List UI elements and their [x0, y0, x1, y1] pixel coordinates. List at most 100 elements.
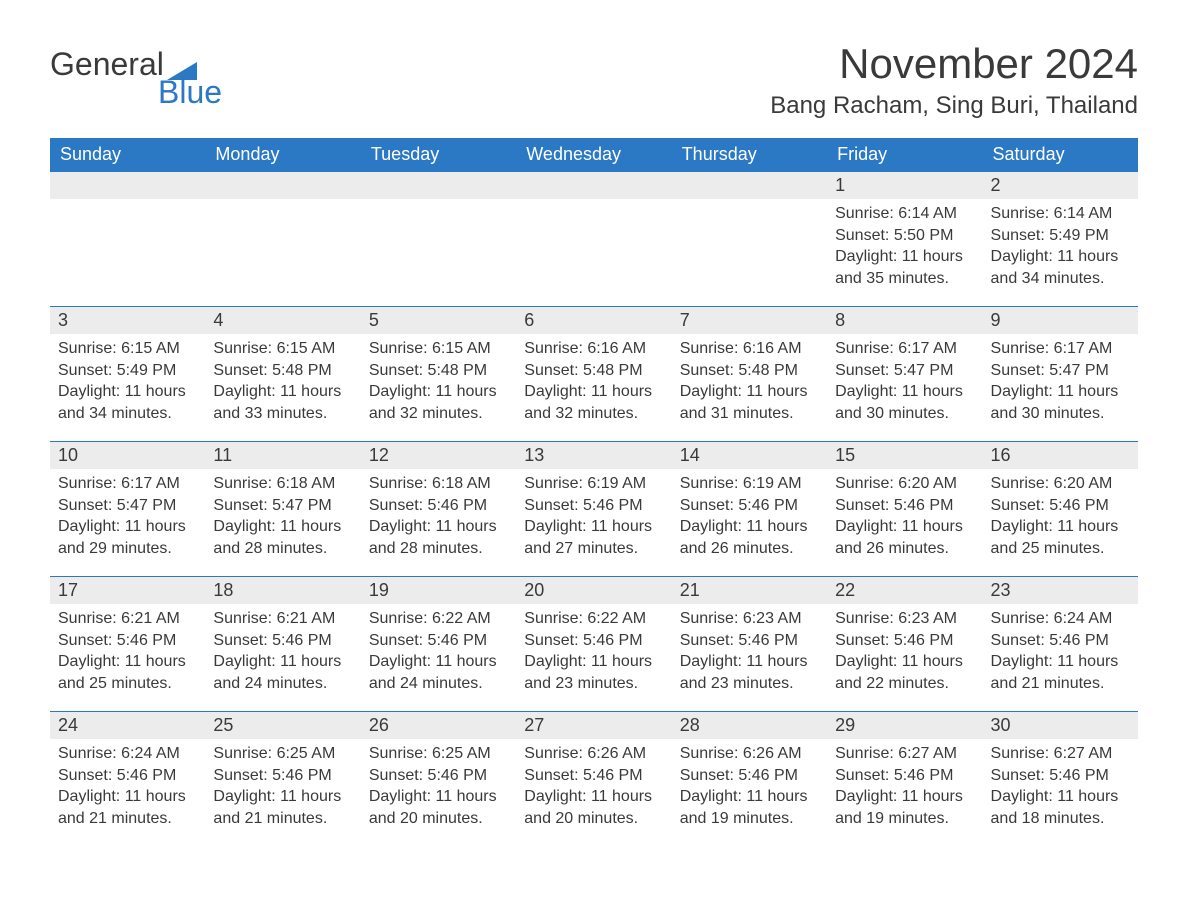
day-details: Sunrise: 6:23 AMSunset: 5:46 PMDaylight:…: [827, 604, 982, 700]
day-number-empty: [205, 171, 360, 199]
daylight-line: Daylight: 11 hours and 21 minutes.: [58, 786, 197, 829]
daylight-line: Daylight: 11 hours and 22 minutes.: [835, 651, 974, 694]
daylight-line: Daylight: 11 hours and 26 minutes.: [680, 516, 819, 559]
sunset-line: Sunset: 5:48 PM: [524, 360, 663, 382]
day-number-empty: [672, 171, 827, 199]
sunrise-line: Sunrise: 6:25 AM: [213, 743, 352, 765]
sunset-line: Sunset: 5:49 PM: [58, 360, 197, 382]
sunrise-line: Sunrise: 6:24 AM: [58, 743, 197, 765]
day-details: Sunrise: 6:14 AMSunset: 5:50 PMDaylight:…: [827, 199, 982, 295]
day-details: Sunrise: 6:24 AMSunset: 5:46 PMDaylight:…: [983, 604, 1138, 700]
day-details: Sunrise: 6:14 AMSunset: 5:49 PMDaylight:…: [983, 199, 1138, 295]
calendar-day-cell: 4Sunrise: 6:15 AMSunset: 5:48 PMDaylight…: [205, 306, 360, 441]
sunset-line: Sunset: 5:48 PM: [680, 360, 819, 382]
daylight-line: Daylight: 11 hours and 34 minutes.: [58, 381, 197, 424]
daylight-line: Daylight: 11 hours and 32 minutes.: [524, 381, 663, 424]
day-number: 10: [50, 441, 205, 469]
day-details: Sunrise: 6:21 AMSunset: 5:46 PMDaylight:…: [205, 604, 360, 700]
sunset-line: Sunset: 5:46 PM: [524, 495, 663, 517]
daylight-line: Daylight: 11 hours and 33 minutes.: [213, 381, 352, 424]
daylight-line: Daylight: 11 hours and 21 minutes.: [991, 651, 1130, 694]
day-number: 3: [50, 306, 205, 334]
calendar-day-cell: 16Sunrise: 6:20 AMSunset: 5:46 PMDayligh…: [983, 441, 1138, 576]
day-number: 26: [361, 711, 516, 739]
calendar-day-cell: 1Sunrise: 6:14 AMSunset: 5:50 PMDaylight…: [827, 171, 982, 306]
sunrise-line: Sunrise: 6:26 AM: [524, 743, 663, 765]
sunset-line: Sunset: 5:46 PM: [680, 495, 819, 517]
calendar-day-cell: 29Sunrise: 6:27 AMSunset: 5:46 PMDayligh…: [827, 711, 982, 846]
day-details: Sunrise: 6:26 AMSunset: 5:46 PMDaylight:…: [672, 739, 827, 835]
sunrise-line: Sunrise: 6:24 AM: [991, 608, 1130, 630]
day-number: 16: [983, 441, 1138, 469]
page-title: November 2024: [770, 40, 1138, 88]
weekday-header: Wednesday: [516, 138, 671, 171]
daylight-line: Daylight: 11 hours and 34 minutes.: [991, 246, 1130, 289]
sunset-line: Sunset: 5:46 PM: [58, 630, 197, 652]
day-number: 4: [205, 306, 360, 334]
calendar-day-cell: 14Sunrise: 6:19 AMSunset: 5:46 PMDayligh…: [672, 441, 827, 576]
daylight-line: Daylight: 11 hours and 30 minutes.: [991, 381, 1130, 424]
day-details: Sunrise: 6:25 AMSunset: 5:46 PMDaylight:…: [205, 739, 360, 835]
sunset-line: Sunset: 5:46 PM: [369, 495, 508, 517]
daylight-line: Daylight: 11 hours and 35 minutes.: [835, 246, 974, 289]
sunset-line: Sunset: 5:46 PM: [835, 630, 974, 652]
day-details: Sunrise: 6:17 AMSunset: 5:47 PMDaylight:…: [983, 334, 1138, 430]
day-details: Sunrise: 6:18 AMSunset: 5:46 PMDaylight:…: [361, 469, 516, 565]
sunset-line: Sunset: 5:46 PM: [213, 630, 352, 652]
calendar-day-cell: [516, 171, 671, 306]
calendar-day-cell: 10Sunrise: 6:17 AMSunset: 5:47 PMDayligh…: [50, 441, 205, 576]
calendar-day-cell: [361, 171, 516, 306]
weekday-header: Saturday: [983, 138, 1138, 171]
calendar-day-cell: 8Sunrise: 6:17 AMSunset: 5:47 PMDaylight…: [827, 306, 982, 441]
day-number: 9: [983, 306, 1138, 334]
weekday-header: Tuesday: [361, 138, 516, 171]
calendar-day-cell: [50, 171, 205, 306]
sunset-line: Sunset: 5:46 PM: [991, 495, 1130, 517]
sunset-line: Sunset: 5:46 PM: [524, 765, 663, 787]
sunrise-line: Sunrise: 6:17 AM: [835, 338, 974, 360]
calendar-day-cell: 30Sunrise: 6:27 AMSunset: 5:46 PMDayligh…: [983, 711, 1138, 846]
daylight-line: Daylight: 11 hours and 27 minutes.: [524, 516, 663, 559]
calendar-day-cell: 9Sunrise: 6:17 AMSunset: 5:47 PMDaylight…: [983, 306, 1138, 441]
day-number-empty: [361, 171, 516, 199]
calendar-day-cell: [672, 171, 827, 306]
calendar-day-cell: 11Sunrise: 6:18 AMSunset: 5:47 PMDayligh…: [205, 441, 360, 576]
calendar-week-row: 1Sunrise: 6:14 AMSunset: 5:50 PMDaylight…: [50, 171, 1138, 306]
day-number: 2: [983, 171, 1138, 199]
sunset-line: Sunset: 5:47 PM: [991, 360, 1130, 382]
day-number: 20: [516, 576, 671, 604]
sunrise-line: Sunrise: 6:19 AM: [524, 473, 663, 495]
day-details: Sunrise: 6:15 AMSunset: 5:49 PMDaylight:…: [50, 334, 205, 430]
day-number: 21: [672, 576, 827, 604]
sunrise-line: Sunrise: 6:19 AM: [680, 473, 819, 495]
daylight-line: Daylight: 11 hours and 28 minutes.: [213, 516, 352, 559]
calendar-day-cell: 27Sunrise: 6:26 AMSunset: 5:46 PMDayligh…: [516, 711, 671, 846]
calendar-week-row: 24Sunrise: 6:24 AMSunset: 5:46 PMDayligh…: [50, 711, 1138, 846]
day-number: 29: [827, 711, 982, 739]
daylight-line: Daylight: 11 hours and 23 minutes.: [524, 651, 663, 694]
sunset-line: Sunset: 5:46 PM: [680, 765, 819, 787]
day-number: 7: [672, 306, 827, 334]
daylight-line: Daylight: 11 hours and 30 minutes.: [835, 381, 974, 424]
calendar-header-row: SundayMondayTuesdayWednesdayThursdayFrid…: [50, 138, 1138, 171]
sunset-line: Sunset: 5:46 PM: [369, 630, 508, 652]
daylight-line: Daylight: 11 hours and 24 minutes.: [369, 651, 508, 694]
brand-word1: General: [50, 48, 164, 80]
daylight-line: Daylight: 11 hours and 25 minutes.: [58, 651, 197, 694]
weekday-header: Monday: [205, 138, 360, 171]
title-block: November 2024 Bang Racham, Sing Buri, Th…: [770, 40, 1138, 120]
sunrise-line: Sunrise: 6:20 AM: [835, 473, 974, 495]
day-details: Sunrise: 6:20 AMSunset: 5:46 PMDaylight:…: [983, 469, 1138, 565]
calendar-day-cell: 17Sunrise: 6:21 AMSunset: 5:46 PMDayligh…: [50, 576, 205, 711]
day-number: 1: [827, 171, 982, 199]
calendar-body: 1Sunrise: 6:14 AMSunset: 5:50 PMDaylight…: [50, 171, 1138, 846]
calendar-day-cell: 12Sunrise: 6:18 AMSunset: 5:46 PMDayligh…: [361, 441, 516, 576]
header: General Blue November 2024 Bang Racham, …: [50, 40, 1138, 120]
day-number: 13: [516, 441, 671, 469]
sunrise-line: Sunrise: 6:17 AM: [991, 338, 1130, 360]
sunrise-line: Sunrise: 6:22 AM: [369, 608, 508, 630]
sunrise-line: Sunrise: 6:14 AM: [835, 203, 974, 225]
day-number: 12: [361, 441, 516, 469]
daylight-line: Daylight: 11 hours and 19 minutes.: [835, 786, 974, 829]
day-details: Sunrise: 6:20 AMSunset: 5:46 PMDaylight:…: [827, 469, 982, 565]
